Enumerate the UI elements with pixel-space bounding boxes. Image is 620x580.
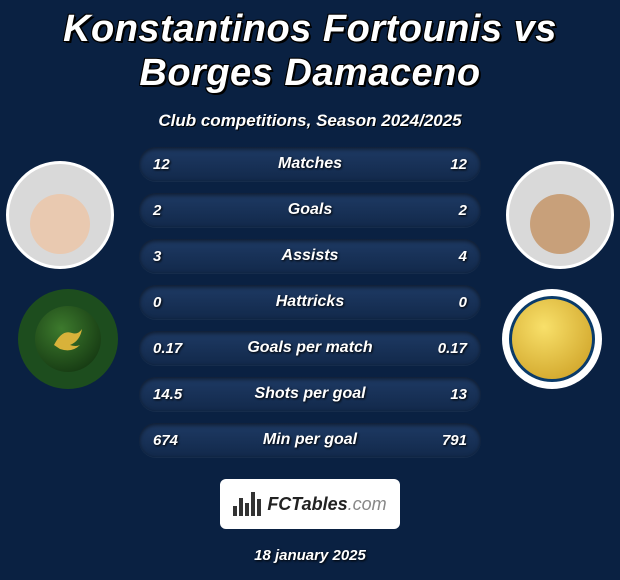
stat-left-value: 674 — [153, 432, 178, 449]
stat-label: Shots per goal — [139, 385, 481, 403]
stat-row: 674Min per goal791 — [139, 423, 481, 457]
stat-left-value: 0 — [153, 294, 161, 311]
player1-club-badge — [18, 289, 118, 389]
stat-row: 14.5Shots per goal13 — [139, 377, 481, 411]
player1-avatar — [6, 161, 114, 269]
stat-right-value: 4 — [459, 248, 467, 265]
stat-right-value: 13 — [450, 386, 467, 403]
stat-left-value: 2 — [153, 202, 161, 219]
stats-list: 12Matches12 2Goals2 3Assists4 0Hattricks0 0.… — [139, 147, 481, 457]
stat-right-value: 791 — [442, 432, 467, 449]
comparison-title: Konstantinos Fortounis vs Borges Damacen… — [0, 0, 620, 97]
logo-text: FCTables.com — [267, 494, 386, 515]
stat-right-value: 0 — [459, 294, 467, 311]
stat-left-value: 12 — [153, 156, 170, 173]
stat-right-value: 2 — [459, 202, 467, 219]
stat-right-value: 0.17 — [438, 340, 467, 357]
stat-row: 0.17Goals per match0.17 — [139, 331, 481, 365]
player1-head-placeholder — [30, 194, 90, 254]
snapshot-date: 18 january 2025 — [0, 547, 620, 564]
stat-label: Matches — [139, 155, 481, 173]
player2-club-badge — [502, 289, 602, 389]
stat-label: Min per goal — [139, 431, 481, 449]
player2-head-placeholder — [530, 194, 590, 254]
stat-right-value: 12 — [450, 156, 467, 173]
player2-avatar — [506, 161, 614, 269]
khaleej-crest — [35, 306, 101, 372]
stat-label: Hattricks — [139, 293, 481, 311]
alnassr-crest — [509, 296, 595, 382]
stat-row: 3Assists4 — [139, 239, 481, 273]
logo-brand: FCTables — [267, 494, 347, 514]
stat-label: Goals — [139, 201, 481, 219]
stat-label: Goals per match — [139, 339, 481, 357]
bird-icon — [48, 319, 88, 359]
fctables-logo: FCTables.com — [220, 479, 400, 529]
comparison-arena: 12Matches12 2Goals2 3Assists4 0Hattricks0 0.… — [0, 147, 620, 457]
logo-suffix: .com — [348, 494, 387, 514]
stat-left-value: 0.17 — [153, 340, 182, 357]
stat-left-value: 14.5 — [153, 386, 182, 403]
stat-left-value: 3 — [153, 248, 161, 265]
stat-row: 12Matches12 — [139, 147, 481, 181]
player1-name: Konstantinos Fortounis — [63, 8, 503, 50]
stat-row: 0Hattricks0 — [139, 285, 481, 319]
player2-name: Borges Damaceno — [139, 52, 480, 94]
stat-row: 2Goals2 — [139, 193, 481, 227]
stat-label: Assists — [139, 247, 481, 265]
vs-word: vs — [514, 8, 557, 50]
chart-icon — [233, 492, 261, 516]
season-subtitle: Club competitions, Season 2024/2025 — [0, 111, 620, 131]
